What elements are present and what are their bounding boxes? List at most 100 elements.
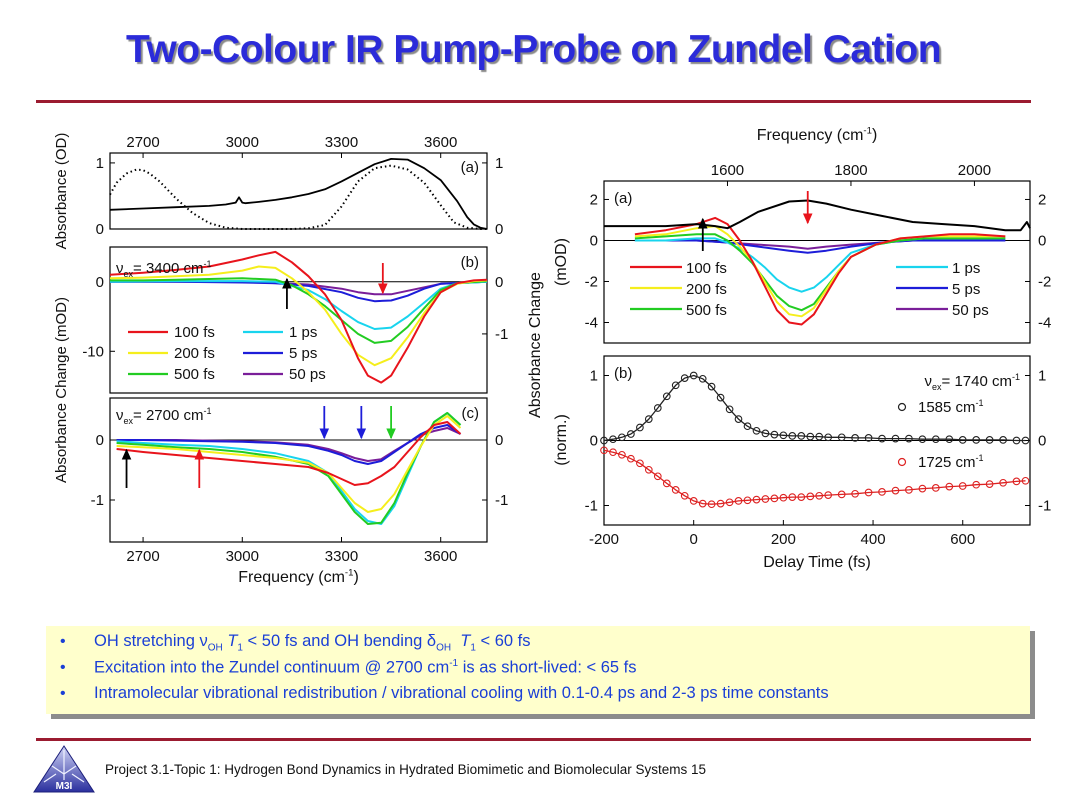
y-axis-title: Absorbance (OD) <box>53 133 70 250</box>
data-point <box>761 495 770 503</box>
legend-label: 200 fs <box>174 345 215 362</box>
data-point <box>1021 476 1030 485</box>
legend-label: 100 fs <box>174 324 215 341</box>
text-part: ex <box>932 382 942 392</box>
data-point <box>752 495 761 504</box>
slide-title: Two-Colour IR Pump-Probe on Zundel Catio… <box>125 28 942 71</box>
bullet-1: • OH stretching νOH T1 < 50 fs and OH be… <box>46 632 1030 658</box>
bullet-text: Intramolecular vibrational redistributio… <box>94 684 829 702</box>
svg-text:M3I: M3I <box>56 781 73 792</box>
series-5ps <box>116 424 462 465</box>
panel-label: (a) <box>461 159 479 176</box>
legend-label: 200 fs <box>686 281 727 298</box>
y-tick-label: 0 <box>96 221 104 238</box>
legend-label: 500 fs <box>686 302 727 319</box>
data-point <box>618 433 626 442</box>
arrow-head <box>802 213 813 225</box>
legend-label: 1 ps <box>952 260 980 277</box>
text-part: = 3400 cm <box>133 260 203 277</box>
y-tick-label: -1 <box>495 326 508 343</box>
data-point <box>734 497 743 505</box>
y-tick-label: -4 <box>585 314 598 331</box>
legend-label: 5 ps <box>289 345 317 362</box>
data-point <box>627 430 635 438</box>
text-part: = 1740 cm <box>942 373 1012 390</box>
data-point <box>725 498 734 507</box>
data-point <box>1012 477 1021 486</box>
arrow-head <box>194 448 205 460</box>
y-tick-label: -4 <box>1038 314 1051 331</box>
data-point <box>680 491 689 500</box>
data-point <box>600 436 608 445</box>
data-point <box>698 374 707 383</box>
legend-marker <box>897 402 907 412</box>
data-point <box>716 499 725 508</box>
arrow-head <box>319 428 330 440</box>
legend-label: 100 fs <box>686 260 727 277</box>
data-point <box>999 436 1007 444</box>
data-point <box>999 478 1007 487</box>
series-1ps <box>109 280 488 330</box>
series-100fs <box>116 421 462 486</box>
arrow-head <box>282 277 292 289</box>
data-point <box>779 431 788 440</box>
y-tick-label: 0 <box>495 221 503 238</box>
data-point <box>931 435 940 444</box>
arrow-head <box>378 283 388 295</box>
y-tick-label: -1 <box>1038 498 1051 515</box>
x-tick-label: 3600 <box>424 134 457 151</box>
y-tick-label: 1 <box>96 155 104 172</box>
x-tick-label: 2700 <box>126 548 159 565</box>
data-point <box>698 499 707 508</box>
legend-label: 50 ps <box>289 366 326 383</box>
y-tick-label: 0 <box>1038 232 1046 249</box>
text-part: -1 <box>203 406 211 416</box>
text-part: ex <box>124 416 134 426</box>
y-tick-label: -1 <box>91 492 104 509</box>
text-part: -1 <box>1012 372 1020 382</box>
text-part: ) <box>353 569 358 586</box>
data-point <box>905 486 913 494</box>
x-tick-label: -200 <box>589 531 619 548</box>
data-point <box>815 432 824 441</box>
data-point <box>743 422 752 431</box>
data-point <box>609 435 617 444</box>
series-absorbance <box>604 199 1031 232</box>
fit-curve <box>603 374 1026 442</box>
text-part: 1585 cm <box>918 399 976 416</box>
arrow-head <box>698 217 708 229</box>
data-point <box>985 436 994 444</box>
text-part: ν <box>925 373 933 390</box>
data-point <box>662 479 671 488</box>
data-point <box>600 446 608 455</box>
y-tick-label: 0 <box>1038 433 1046 450</box>
data-point <box>985 480 994 488</box>
bullet-dot: • <box>60 633 66 650</box>
legend-label: 1 ps <box>289 324 317 341</box>
x-tick-label: 2700 <box>126 134 159 151</box>
data-point <box>797 432 806 440</box>
data-point <box>618 450 626 459</box>
data-point <box>815 491 824 500</box>
text-part: ν <box>116 260 124 277</box>
data-point <box>671 381 680 390</box>
x-tick-label: 0 <box>690 531 698 548</box>
series-5ps <box>110 280 488 303</box>
series-500fs <box>110 277 488 344</box>
x-axis-title: Delay Time (fs) <box>763 554 871 571</box>
y-tick-label: -2 <box>1038 273 1051 290</box>
data-point <box>770 430 779 439</box>
y-tick-label: -10 <box>82 343 104 360</box>
excitation-label: νex= 2700 cm-1 <box>116 406 212 426</box>
arrow-head <box>356 428 367 440</box>
footer-text: Project 3.1-Topic 1: Hydrogen Bond Dynam… <box>105 762 707 777</box>
data-point <box>931 484 940 492</box>
series-100fs <box>109 250 488 384</box>
text-part: Frequency (cm <box>238 569 345 586</box>
data-point <box>788 493 797 501</box>
excitation-label: νex= 1740 cm-1 <box>925 372 1021 392</box>
data-point <box>837 433 846 442</box>
title-divider <box>36 100 1031 103</box>
x-tick-label: 2000 <box>958 162 991 179</box>
data-point <box>752 426 761 435</box>
